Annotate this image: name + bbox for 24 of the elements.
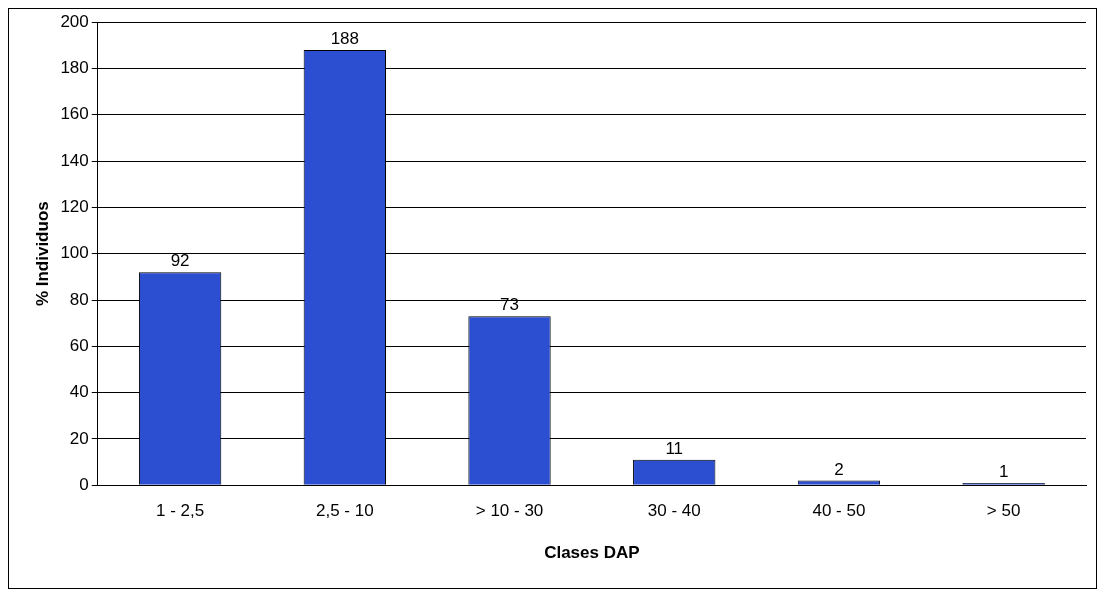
y-tick-label: 200 xyxy=(60,11,89,31)
y-tick-label: 80 xyxy=(69,289,89,309)
y-tick-label: 160 xyxy=(60,104,89,124)
data-label: 2 xyxy=(834,459,844,479)
x-tick-label: > 10 - 30 xyxy=(475,501,544,521)
y-tick-label: 180 xyxy=(60,58,89,78)
data-label: 11 xyxy=(665,438,684,458)
x-tick-label: > 50 xyxy=(986,501,1021,521)
y-tick-label: 100 xyxy=(60,243,89,263)
y-tick-label: 20 xyxy=(69,428,89,448)
y-axis-title: % Individuos xyxy=(32,201,52,307)
y-tick-label: 0 xyxy=(79,474,89,494)
y-tick-label: 140 xyxy=(60,150,89,170)
data-label: 1 xyxy=(998,462,1009,482)
x-tick-label: 1 - 2,5 xyxy=(156,501,205,521)
x-tick-label: 40 - 50 xyxy=(812,501,866,521)
x-tick-label: 30 - 40 xyxy=(647,501,701,521)
x-axis-title: Clases DAP xyxy=(544,543,640,563)
x-tick-label: 2,5 - 10 xyxy=(315,501,374,521)
y-tick-label: 120 xyxy=(60,197,89,217)
data-label: 92 xyxy=(170,251,190,271)
y-tick-label: 60 xyxy=(69,335,89,355)
y-tick-label: 40 xyxy=(69,382,89,402)
data-label: 188 xyxy=(330,29,360,49)
